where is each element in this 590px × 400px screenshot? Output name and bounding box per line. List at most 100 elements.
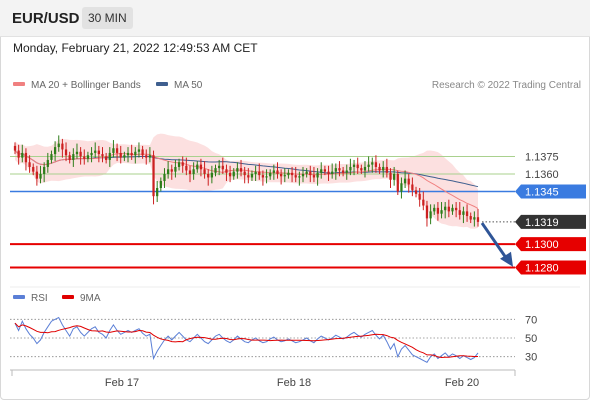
ma50-swatch — [156, 82, 168, 87]
candle — [436, 202, 440, 221]
candle — [156, 180, 159, 203]
candle — [473, 211, 476, 227]
candle — [312, 166, 316, 183]
candle-body — [349, 166, 352, 171]
forecast-arrow-head — [500, 251, 513, 267]
ma20-legend: MA 20 + Bollinger Bands — [13, 80, 141, 91]
candle-body — [152, 155, 155, 197]
interval-badge: 30 MIN — [82, 7, 133, 29]
candle — [83, 149, 86, 165]
candle — [166, 161, 170, 179]
candle-body — [436, 207, 440, 214]
candle-body — [75, 151, 79, 155]
candle-body — [272, 170, 275, 173]
candle-body — [360, 168, 363, 171]
candle — [280, 169, 283, 185]
rsi-line — [14, 316, 479, 363]
candle — [465, 204, 469, 222]
ma9-swatch — [62, 295, 74, 300]
candle — [418, 187, 421, 207]
candle-body — [400, 183, 403, 192]
candle — [28, 155, 31, 173]
candle-body — [218, 165, 221, 169]
candle — [134, 147, 137, 164]
candle-body — [298, 176, 301, 178]
candle — [119, 145, 122, 164]
candle — [356, 157, 359, 174]
candle-body — [35, 171, 39, 179]
candle-body — [261, 175, 265, 178]
candle-body — [338, 168, 341, 171]
candle — [258, 163, 261, 180]
candle-body — [97, 150, 100, 155]
level-badge-1.1345 — [515, 184, 586, 199]
copyright-text: Research © 2022 Trading Central — [431, 80, 581, 91]
ma50-legend-label: MA 50 — [174, 80, 203, 91]
candle-body — [214, 168, 217, 173]
candle-body — [407, 178, 410, 185]
candle-body — [265, 176, 268, 178]
candle — [378, 163, 381, 174]
candle — [170, 164, 173, 180]
candle — [476, 209, 480, 227]
candle-body — [425, 205, 429, 219]
candle — [196, 161, 199, 173]
ma50-legend: MA 50 — [156, 80, 202, 91]
candle-body — [374, 162, 378, 167]
rsi-legend-label: RSI — [31, 293, 48, 304]
candle-body — [112, 148, 115, 153]
candle — [163, 168, 166, 188]
candle — [97, 145, 100, 163]
level-label-1.1280: 1.1280 — [525, 262, 559, 274]
level-label-1.1345: 1.1345 — [525, 187, 559, 199]
candle — [323, 165, 327, 176]
candle — [396, 170, 399, 196]
level-badge-1.1300 — [515, 237, 586, 252]
candle-body — [341, 170, 345, 173]
candle — [101, 147, 104, 163]
candle — [24, 148, 28, 171]
candle-body — [312, 175, 316, 178]
candle — [177, 158, 181, 171]
candle-body — [433, 207, 436, 212]
candle-body — [422, 199, 425, 206]
candle — [331, 163, 334, 179]
candle-body — [305, 171, 308, 174]
level-label-1.1319: 1.1319 — [525, 217, 559, 229]
candle-body — [371, 162, 374, 165]
candle — [371, 157, 374, 173]
candle-body — [21, 152, 24, 158]
candle-body — [429, 211, 432, 219]
candle-body — [309, 171, 312, 176]
candle — [363, 161, 367, 178]
candle — [39, 165, 42, 184]
rsi-ma9-line — [14, 322, 478, 359]
candle-body — [290, 172, 294, 176]
candle — [389, 168, 392, 188]
candle-body — [363, 166, 367, 171]
rsi-tick-70: 70 — [525, 314, 537, 326]
candle-body — [79, 151, 82, 157]
candle-body — [50, 154, 53, 160]
candle-body — [86, 155, 90, 159]
candle-body — [177, 162, 181, 167]
candle-body — [46, 159, 49, 167]
candle-body — [145, 155, 148, 158]
candle — [250, 170, 254, 181]
forecast-arrow-shaft — [480, 222, 508, 259]
candle — [228, 165, 232, 183]
candle-body — [68, 155, 71, 160]
candle-body — [473, 217, 476, 220]
candle — [35, 165, 39, 186]
candle — [334, 163, 337, 180]
candle-body — [403, 178, 407, 184]
candle — [225, 164, 228, 181]
candle — [385, 158, 388, 178]
candle — [254, 165, 257, 181]
candle — [64, 142, 68, 162]
candle — [272, 164, 275, 180]
candle-body — [250, 173, 254, 178]
candle-body — [396, 173, 399, 192]
candle-body — [61, 143, 64, 150]
